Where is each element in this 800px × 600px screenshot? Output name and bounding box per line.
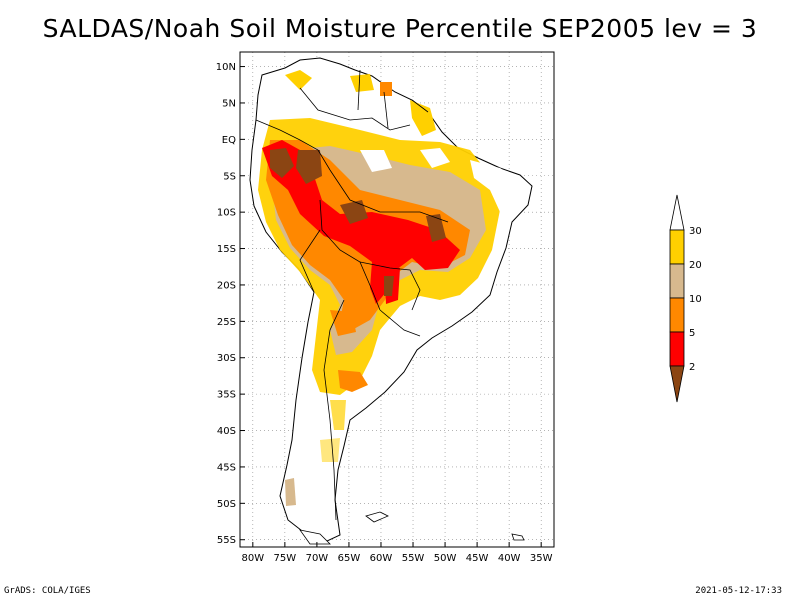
lon-tick-label: 40W [498,553,521,564]
map-frame [239,51,555,548]
colorbar-segment [669,297,685,333]
lon-tick-label: 70W [306,553,329,564]
lat-tick-label: 5S [223,171,236,182]
footer-timestamp: 2021-05-12-17:33 [695,586,782,596]
lat-tick-label: 45S [217,462,236,473]
lon-tick-label: 45W [466,553,489,564]
lat-tick-label: EQ [222,135,236,146]
colorbar-label: 2 [689,362,695,373]
colorbar-label: 10 [689,294,702,305]
lon-tick-label: 75W [274,553,297,564]
lon-tick-label: 55W [402,553,425,564]
lat-tick-label: 10N [216,62,236,73]
longitude-axis: 80W 75W 70W 65W 60W 55W 50W 45W 40W 35W [242,542,553,564]
lat-tick-label: 20S [217,280,236,291]
lon-tick-label: 35W [530,553,553,564]
lon-tick-label: 60W [370,553,393,564]
colorbar-segment [669,263,685,299]
lat-tick-label: 10S [217,208,236,219]
lon-tick-label: 65W [338,553,361,564]
soil-moisture-field [258,70,520,506]
latitude-axis: 10N 5N EQ 5S 10S 15S 20S 25S 30S 35S 40S 45S 50S 55S [216,62,245,546]
colorbar-label: 20 [689,260,702,271]
lat-tick-label: 25S [217,317,236,328]
colorbar-bottom-triangle [669,365,685,403]
colorbar-legend: 30 20 10 5 2 [669,194,702,403]
lat-tick-label: 40S [217,426,236,437]
colorbar-label: 5 [689,328,695,339]
colorbar-segment [669,229,685,265]
lat-tick-label: 55S [217,535,236,546]
lat-tick-label: 15S [217,244,236,255]
lon-tick-label: 50W [434,553,457,564]
lat-tick-label: 5N [222,98,236,109]
colorbar-segment [669,331,685,367]
lat-tick-label: 35S [217,390,236,401]
lat-tick-label: 30S [217,353,236,364]
footer-credit: GrADS: COLA/IGES [4,586,91,596]
lon-tick-label: 80W [242,553,265,564]
colorbar-top-triangle [669,194,685,231]
map-panel [239,51,555,548]
lat-tick-label: 50S [217,499,236,510]
colorbar-label: 30 [689,226,702,237]
country-borders [255,69,449,521]
map-title: SALDAS/Noah Soil Moisture Percentile SEP… [42,14,758,43]
